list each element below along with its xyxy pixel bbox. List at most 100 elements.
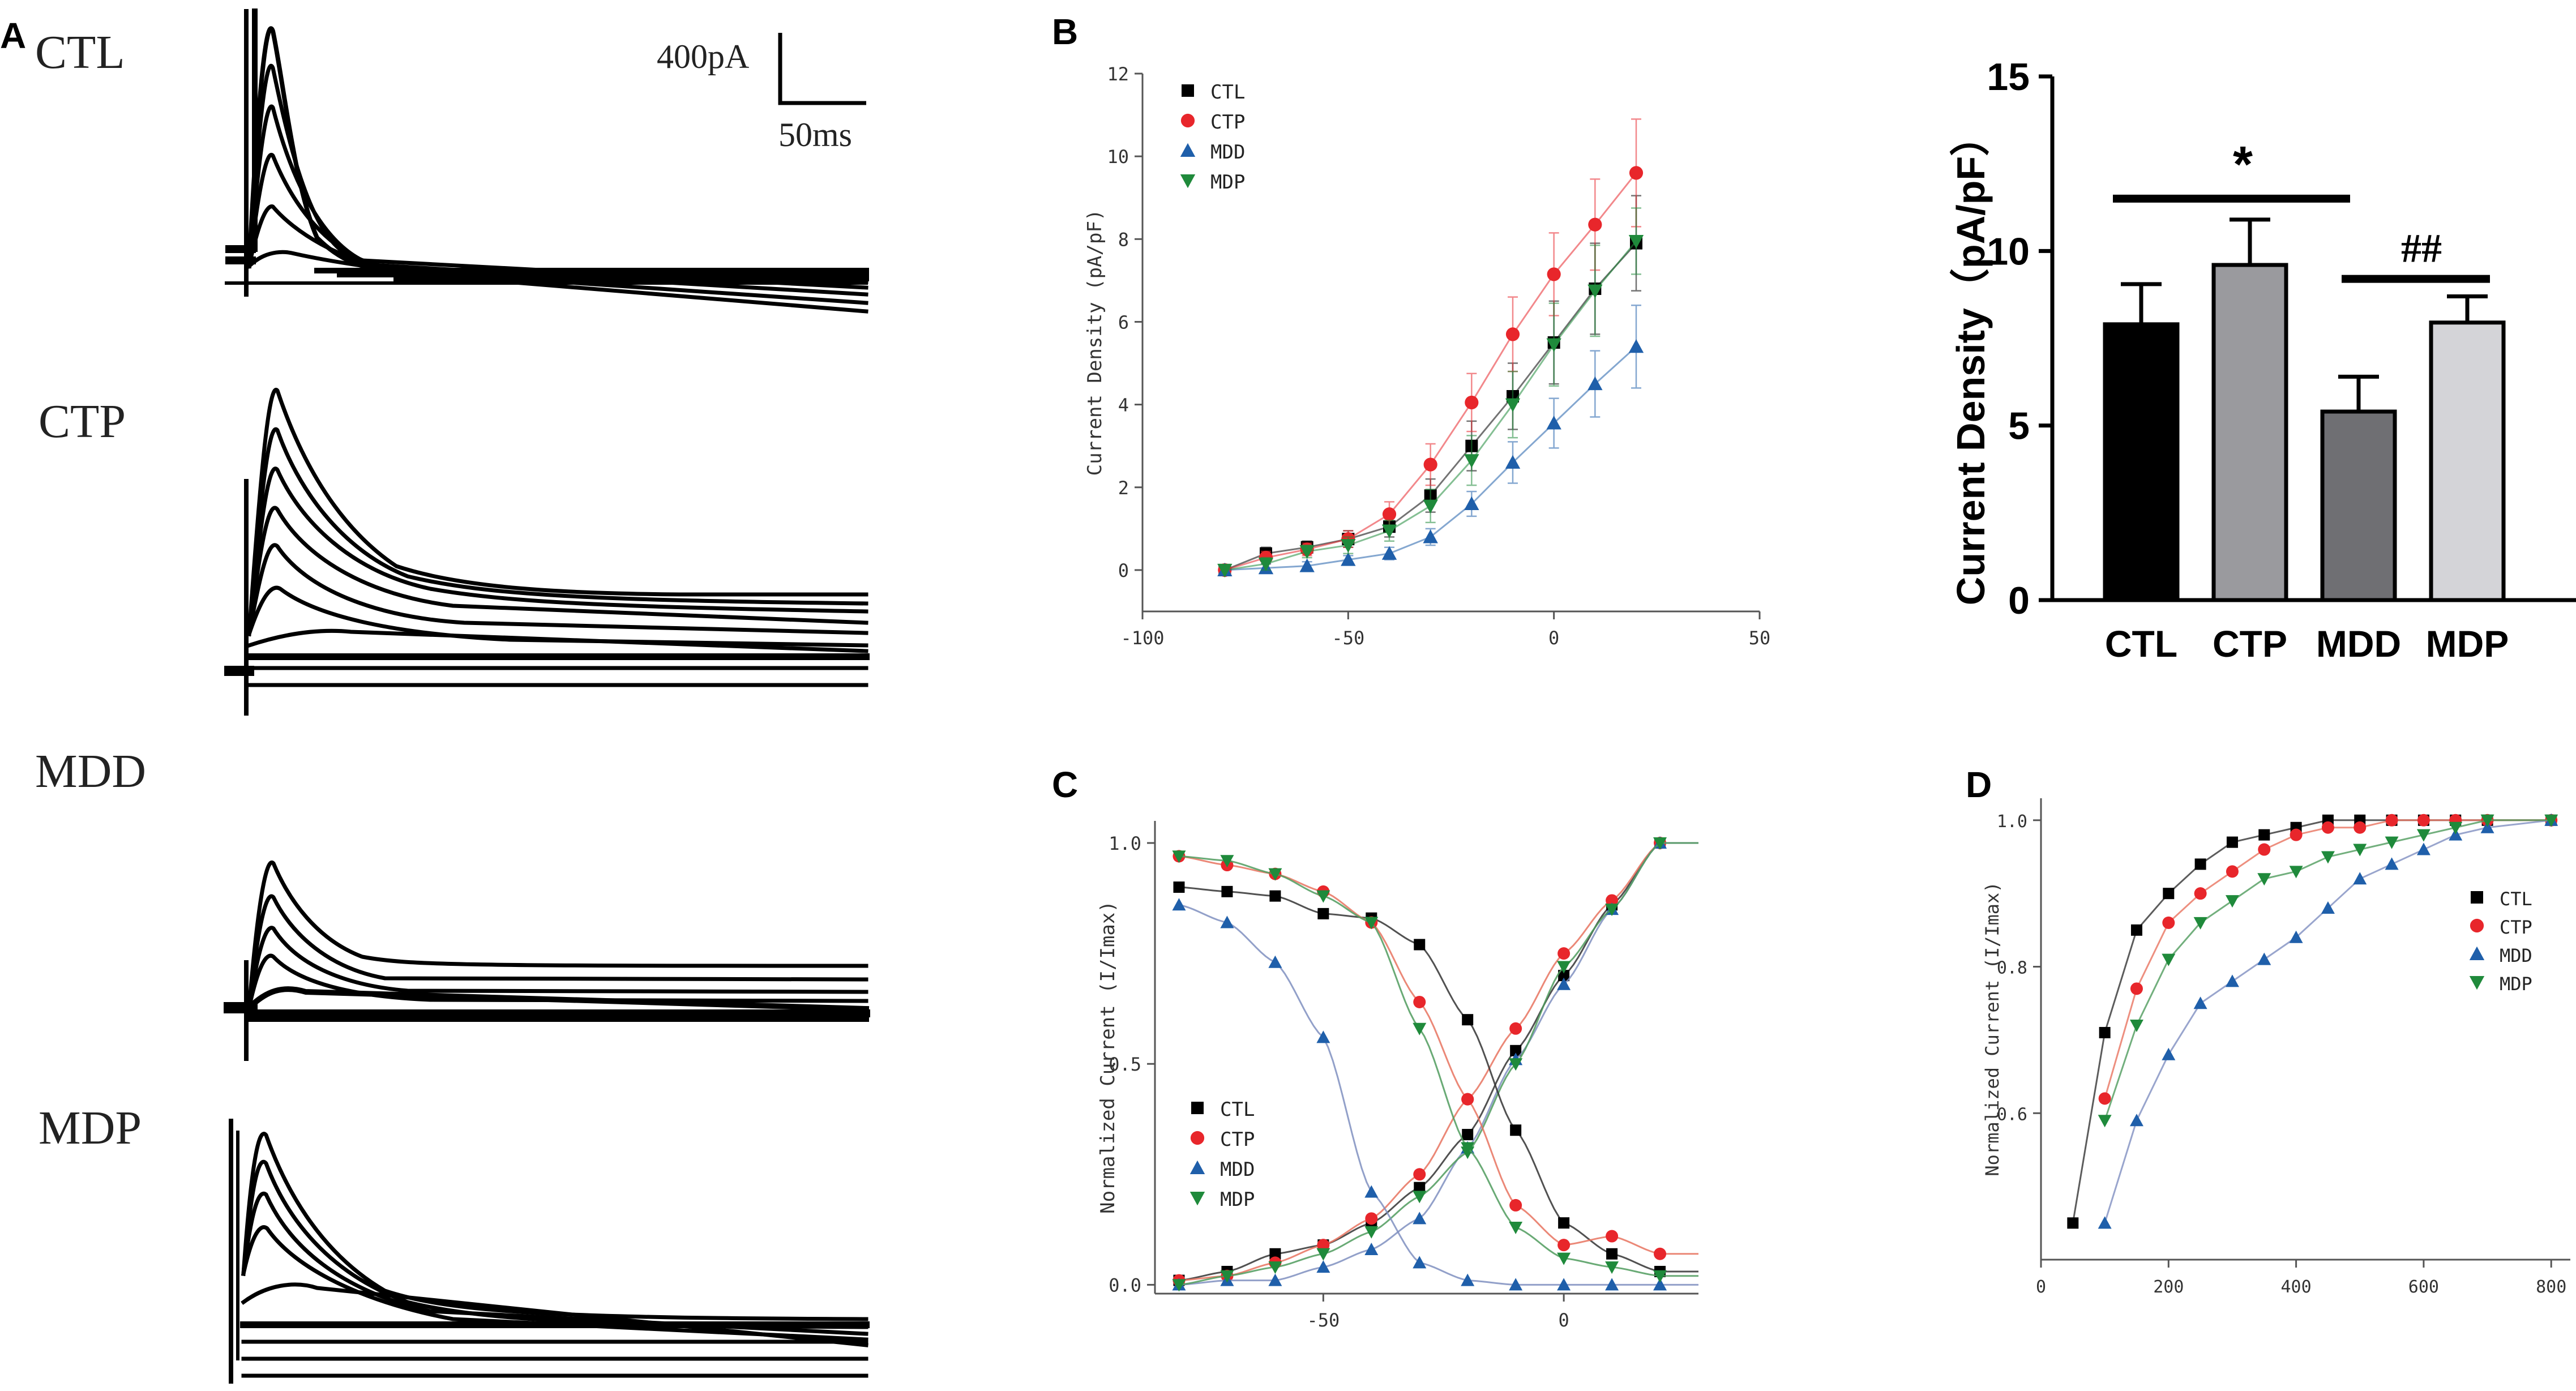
traces-mdp bbox=[229, 1119, 870, 1384]
rec-point-ctl bbox=[2130, 924, 2142, 936]
iv-legend-marker-mdd bbox=[1180, 143, 1196, 157]
rec-x-tick-label: 0 bbox=[2036, 1277, 2046, 1297]
panel-c-letter: C bbox=[1052, 764, 1078, 805]
bar-errorbar-ctp bbox=[2230, 217, 2270, 265]
iv-point-mdp bbox=[1505, 398, 1521, 412]
bar-mdd bbox=[2320, 409, 2397, 602]
rec-x-tick-label: 800 bbox=[2536, 1277, 2566, 1297]
iv-x-tick-label: 50 bbox=[1749, 627, 1771, 649]
iv-point-mdp bbox=[1381, 524, 1397, 538]
scale-bar-lines bbox=[778, 33, 866, 105]
act-inactivation-point-ctp bbox=[1413, 995, 1426, 1008]
rec-y-tick-label: 0.6 bbox=[1997, 1105, 2027, 1124]
bar-category-label-mdd: MDD bbox=[2316, 623, 2401, 665]
act-activation-point-mdp bbox=[1220, 1270, 1234, 1283]
rec-legend-marker-mdd bbox=[2469, 946, 2485, 960]
rec-point-ctl bbox=[2163, 888, 2175, 900]
act-inactivation-point-ctl bbox=[1510, 1124, 1522, 1136]
act-activation-point-ctp bbox=[1317, 1239, 1330, 1252]
act-activation-point-mdp bbox=[1316, 1248, 1330, 1261]
act-inactivation-point-mdp bbox=[1461, 1142, 1475, 1155]
bar-y-tick-label: 10 bbox=[1987, 230, 2030, 273]
rec-point-mdd bbox=[2098, 1216, 2112, 1229]
rec-fit-mdd bbox=[2104, 819, 2552, 1223]
rec-point-ctp bbox=[2385, 814, 2398, 827]
act-inactivation-point-mdd bbox=[1653, 1278, 1667, 1291]
act-inactivation-point-mdd bbox=[1509, 1278, 1523, 1291]
act-inactivation-point-mdp bbox=[1220, 855, 1234, 868]
act-activation-point-ctp bbox=[1606, 894, 1619, 907]
rec-point-ctp bbox=[2098, 1092, 2111, 1105]
bar-y-tick-label: 0 bbox=[2008, 579, 2030, 622]
rec-y-tick-label: 0.8 bbox=[1997, 958, 2027, 978]
rec-point-ctp bbox=[2290, 828, 2303, 841]
act-legend-label-ctl: CTL bbox=[1220, 1098, 1255, 1121]
rec-point-mdd bbox=[2193, 996, 2207, 1009]
act-legend-marker-ctp bbox=[1190, 1131, 1205, 1145]
panel-c: C bbox=[1052, 764, 1078, 805]
act-activation-point-mdd bbox=[1268, 1273, 1282, 1286]
act-inactivation-point-ctl bbox=[1269, 890, 1281, 902]
bar-ctp bbox=[2211, 263, 2288, 602]
trace-label-mdp: MDP bbox=[38, 1102, 142, 1154]
act-inactivation-point-ctp bbox=[1654, 1247, 1667, 1260]
act-inactivation-fit-ctp bbox=[1179, 855, 1698, 1255]
iv-point-mdp bbox=[1464, 454, 1479, 468]
iv-point-mdd bbox=[1505, 455, 1521, 469]
iv-point-ctp bbox=[1423, 457, 1437, 472]
act-inactivation-point-mdp bbox=[1557, 1252, 1571, 1265]
act-activation-point-mdp bbox=[1268, 1261, 1282, 1274]
act-inactivation-point-mdp bbox=[1605, 1261, 1619, 1274]
rec-x-tick-label: 200 bbox=[2153, 1277, 2184, 1297]
iv-point-mdd bbox=[1464, 496, 1479, 510]
act-inactivation-point-ctl bbox=[1462, 1014, 1474, 1026]
bar-errorbar-mdp bbox=[2447, 294, 2488, 323]
bar-y-axis-label: Current Density（pA/pF） bbox=[1949, 117, 1993, 605]
rec-fit-mdp bbox=[2104, 819, 2552, 1121]
traces-ctl bbox=[225, 8, 869, 314]
rec-point-mdp bbox=[2225, 895, 2239, 908]
act-activation-point-ctl bbox=[1510, 1045, 1522, 1056]
act-inactivation-point-ctp bbox=[1461, 1093, 1474, 1106]
act-inactivation-point-ctl bbox=[1317, 908, 1329, 919]
iv-point-mdd bbox=[1546, 416, 1561, 430]
act-y-tick-label: 0.5 bbox=[1109, 1054, 1141, 1075]
iv-point-mdp bbox=[1423, 499, 1438, 513]
act-activation-point-mdp bbox=[1509, 1058, 1523, 1071]
act-legend-label-ctp: CTP bbox=[1220, 1128, 1255, 1151]
act-inactivation-point-mdd bbox=[1557, 1278, 1571, 1291]
iv-x-tick-label: -50 bbox=[1332, 627, 1364, 649]
trace-label-ctl: CTL bbox=[35, 26, 125, 79]
iv-y-tick-label: 2 bbox=[1118, 477, 1129, 499]
iv-point-mdd bbox=[1628, 339, 1644, 353]
act-inactivation-point-mdd bbox=[1605, 1278, 1619, 1291]
rec-point-mdp bbox=[2480, 814, 2494, 827]
act-activation-fit-ctp bbox=[1179, 842, 1698, 1282]
act-activation-fit-ctl bbox=[1179, 842, 1698, 1282]
act-inactivation-point-mdd bbox=[1172, 898, 1186, 911]
rec-fit-ctl bbox=[2072, 819, 2552, 1223]
act-activation-point-ctp bbox=[1413, 1168, 1426, 1181]
rec-point-mdd bbox=[2321, 901, 2335, 914]
act-inactivation-point-mdd bbox=[1364, 1185, 1379, 1198]
panel-b: B bbox=[1052, 11, 1078, 52]
panel-a: A CTL CTP MDD MDP 400pA 50ms bbox=[0, 8, 870, 1384]
rec-point-mdd bbox=[2129, 1114, 2143, 1127]
scale-bar: 400pA 50ms bbox=[657, 33, 866, 153]
act-x-tick-label: -50 bbox=[1307, 1309, 1340, 1331]
recovery-chart: 0 200 400 600 800 0.6 0.8 1.0 Normalized Current… bbox=[1982, 798, 2570, 1297]
act-y-axis-label: Normalized Current (I/Imax) bbox=[1097, 901, 1119, 1214]
rec-x-tick-label: 600 bbox=[2408, 1277, 2439, 1297]
scale-bar-time: 50ms bbox=[778, 116, 852, 153]
rec-point-mdp bbox=[2416, 829, 2430, 842]
iv-legend-label-mdp: MDP bbox=[1210, 171, 1245, 194]
bar-mdp bbox=[2429, 320, 2506, 602]
rec-point-ctp bbox=[2354, 821, 2367, 834]
rec-legend-marker-mdp bbox=[2469, 976, 2485, 990]
panel-a-letter: A bbox=[0, 15, 26, 56]
iv-point-mdp bbox=[1546, 338, 1561, 352]
act-legend-label-mdp: MDP bbox=[1220, 1188, 1255, 1211]
rec-point-mdp bbox=[2353, 844, 2367, 857]
act-activation-point-ctp bbox=[1557, 947, 1571, 960]
